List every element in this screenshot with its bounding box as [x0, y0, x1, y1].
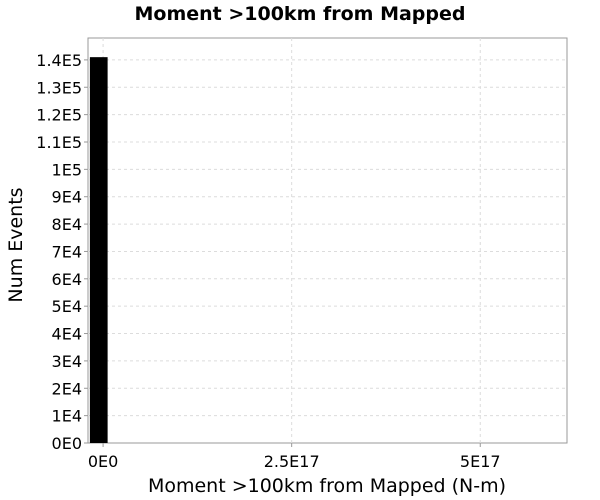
y-tick-label: 1.1E5	[36, 133, 82, 152]
y-tick-label: 8E4	[52, 215, 82, 234]
histogram-bar	[89, 57, 108, 444]
y-tick-label: 1.2E5	[36, 106, 82, 125]
y-tick-label: 6E4	[52, 270, 82, 289]
x-axis-ticks: 0E0 2.5E17 5E17	[88, 443, 501, 471]
y-tick-label: 1E4	[52, 407, 82, 426]
y-tick-label: 1.4E5	[36, 51, 82, 70]
bars	[89, 57, 108, 444]
y-axis-ticks: 0E0 1E4 2E4 3E4 4E4 5E4 6E4 7E4 8E4 9E4 1E5 1.1E5 1.…	[36, 51, 88, 453]
y-tick-label: 2E4	[52, 379, 82, 398]
x-tick-label: 2.5E17	[264, 452, 320, 471]
x-axis-label: Moment >100km from Mapped (N-m)	[148, 475, 506, 497]
chart-title: Moment >100km from Mapped	[134, 3, 465, 25]
y-tick-label: 5E4	[52, 297, 82, 316]
y-tick-label: 3E4	[52, 352, 82, 371]
y-tick-label: 1.3E5	[36, 78, 82, 97]
y-tick-label: 1E5	[52, 160, 82, 179]
y-tick-label: 7E4	[52, 242, 82, 261]
plot-area	[87, 37, 568, 444]
y-axis-label: Num Events	[5, 187, 27, 302]
x-tick-label: 0E0	[88, 452, 118, 471]
y-tick-label: 9E4	[52, 188, 82, 207]
x-tick-label: 5E17	[460, 452, 501, 471]
y-tick-label: 4E4	[52, 325, 82, 344]
y-tick-label: 0E0	[52, 434, 82, 453]
